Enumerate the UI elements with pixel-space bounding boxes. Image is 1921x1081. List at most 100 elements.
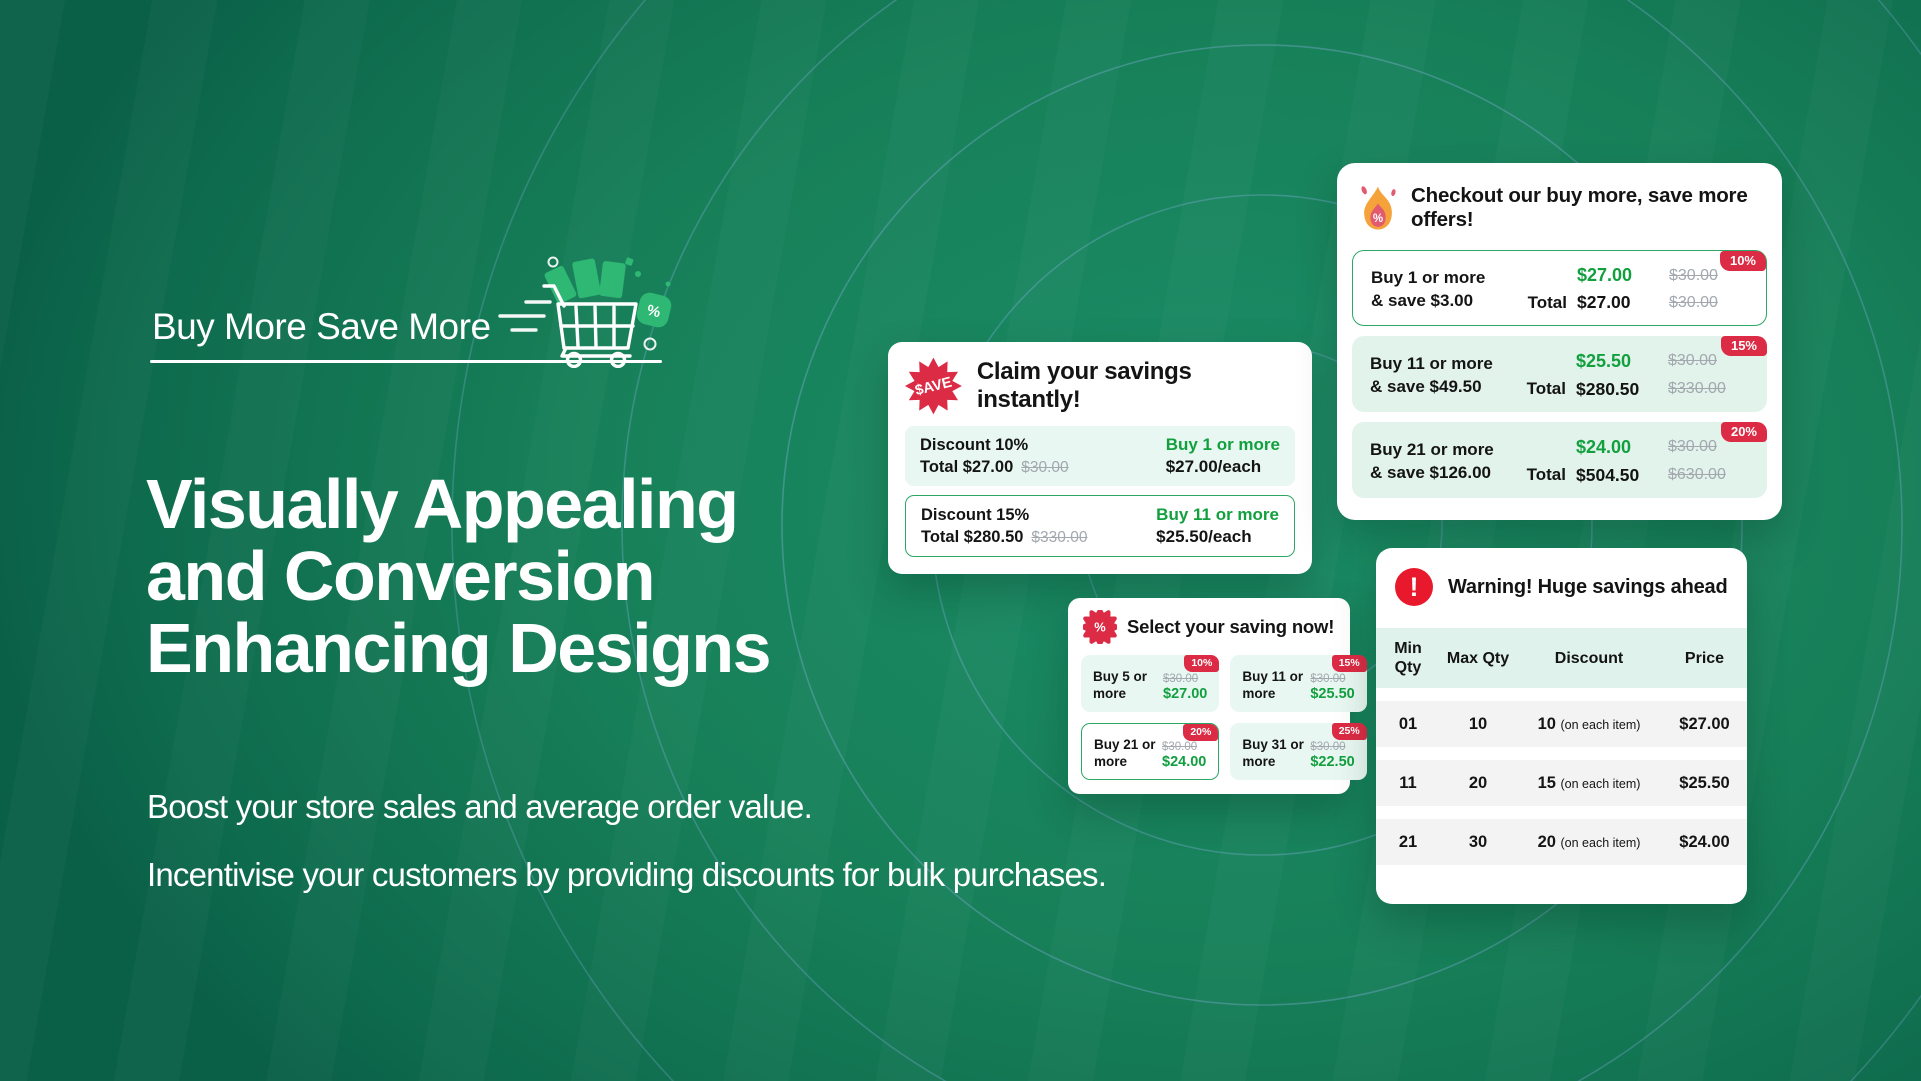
co-row1-price: $27.00 <box>1577 265 1633 285</box>
co-row1-total: $27.00 <box>1577 292 1631 312</box>
claim-offer-row-1[interactable]: Discount 10% Total $27.00 $30.00 Buy 1 or… <box>905 426 1295 486</box>
row1-discount-note: (on each item) <box>1560 717 1641 732</box>
claim-row1-total: Total $27.00 <box>920 457 1014 476</box>
select-option-4[interactable]: Buy 31 or more $30.00 $22.50 25% <box>1230 723 1367 780</box>
table-row-1: 01 10 10 (on each item) $27.00 <box>1376 701 1747 747</box>
header-discount: Discount <box>1554 649 1624 667</box>
buy-more-save-more-card: % Checkout our buy more, save more offer… <box>1337 163 1782 520</box>
select-option-1[interactable]: Buy 5 or more $30.00 $27.00 10% <box>1081 655 1220 712</box>
claim-row1-offer: Buy 1 or more <box>1165 435 1280 454</box>
checkout-offer-row-2[interactable]: Buy 11 or more & save $49.50 Total $25.50… <box>1352 336 1767 412</box>
fire-percent-icon: % <box>1361 186 1396 230</box>
co-row1-qty: Buy 1 or more <box>1371 268 1486 287</box>
sel4-discount-badge: 25% <box>1331 723 1367 740</box>
table-header-row: Min Qty Max Qty Discount Price <box>1376 628 1747 688</box>
co-row1-total-strike: $30.00 <box>1669 293 1718 311</box>
sel4-strike: $30.00 <box>1310 741 1346 753</box>
sel3-price: $24.00 <box>1162 754 1207 770</box>
hero-heading: Visually Appealing and Conversion Enhanc… <box>146 465 772 687</box>
shopping-cart-icon: % <box>498 256 672 368</box>
row1-price: $27.00 <box>1679 714 1730 733</box>
row1-min: 01 <box>1398 714 1418 733</box>
hero-heading-line-1: Visually Appealing <box>146 465 739 543</box>
warning-savings-card: ! Warning! Huge savings ahead Min Qty Ma… <box>1376 548 1747 904</box>
co-row2-price: $25.50 <box>1576 350 1632 371</box>
svg-text:%: % <box>645 302 662 322</box>
row3-price: $24.00 <box>1679 832 1730 851</box>
hero-subtext-1: Boost your store sales and average order… <box>147 788 813 825</box>
select-options-grid: Buy 5 or more $30.00 $27.00 10% Buy 11 o… <box>1081 655 1367 780</box>
warning-exclamation-icon: ! <box>1395 568 1433 606</box>
claim-row1-discount: Discount 10% <box>920 435 1029 454</box>
warning-card-title: Warning! Huge savings ahead <box>1448 575 1728 598</box>
sel2-discount-badge: 15% <box>1331 655 1367 672</box>
sel1-price: $27.00 <box>1163 686 1208 702</box>
row3-max: 30 <box>1468 832 1488 851</box>
claim-row2-total-strike: $330.00 <box>1031 528 1088 546</box>
co-row1-total-label: Total <box>1527 292 1567 312</box>
select-card-title: Select your saving now! <box>1127 616 1335 637</box>
co-row3-qty: Buy 21 or more <box>1370 440 1494 459</box>
select-saving-card: % Select your saving now! Buy 5 or more … <box>1068 598 1367 794</box>
sel1-strike: $30.00 <box>1163 673 1199 685</box>
app-logo-title: Buy More Save More <box>152 306 491 347</box>
claim-row2-discount: Discount 15% <box>921 505 1030 524</box>
claim-row1-total-strike: $30.00 <box>1021 458 1069 476</box>
claim-offer-row-2-selected[interactable]: Discount 15% Total $280.50 $330.00 Buy 11… <box>905 495 1295 557</box>
sel3-qty: Buy 21 or more <box>1094 736 1156 769</box>
co-row2-discount-badge: 15% <box>1720 336 1767 356</box>
co-row1-price-strike: $30.00 <box>1669 266 1718 284</box>
row1-discount: 10 <box>1537 714 1556 733</box>
header-price: Price <box>1684 649 1725 667</box>
select-option-3-selected[interactable]: Buy 21 or more $30.00 $24.00 20% <box>1081 723 1220 780</box>
row1-max: 10 <box>1468 714 1488 733</box>
checkout-card-header: % Checkout our buy more, save more offer… <box>1352 178 1767 236</box>
table-row-3: 21 30 20 (on each item) $24.00 <box>1376 819 1747 865</box>
claim-row1-unit-price: $27.00/each <box>1165 457 1262 476</box>
sel1-discount-badge: 10% <box>1184 655 1220 672</box>
co-row2-save: & save $49.50 <box>1370 377 1482 396</box>
co-row3-total-strike: $630.00 <box>1668 466 1726 483</box>
logo-underline <box>150 360 662 363</box>
claim-row2-offer: Buy 11 or more <box>1156 505 1279 524</box>
header-min-qty: Min Qty <box>1394 640 1422 676</box>
row2-min: 11 <box>1399 773 1417 792</box>
percent-seal-icon: % <box>1083 610 1117 644</box>
claim-row2-total: Total $280.50 <box>921 527 1024 546</box>
hero-heading-line-2: and Conversion <box>146 537 655 615</box>
discount-tiers-table: Min Qty Max Qty Discount Price 01 10 10 … <box>1376 628 1747 865</box>
select-option-2[interactable]: Buy 11 or more $30.00 $25.50 15% <box>1230 655 1367 712</box>
row3-discount: 20 <box>1537 832 1556 851</box>
co-row3-price: $24.00 <box>1576 436 1632 457</box>
sel3-strike: $30.00 <box>1162 741 1198 753</box>
sel4-qty: Buy 31 or more <box>1242 736 1304 769</box>
sel2-qty: Buy 11 or more <box>1242 668 1304 701</box>
svg-text:%: % <box>1094 620 1106 635</box>
claim-row2-unit-price: $25.50/each <box>1156 527 1252 546</box>
row3-min: 21 <box>1398 832 1418 851</box>
co-row3-price-strike: $30.00 <box>1668 438 1717 455</box>
hero-subtext-2: Incentivise your customers by providing … <box>147 856 1107 893</box>
sel4-price: $22.50 <box>1310 754 1355 770</box>
hero-heading-line-3: Enhancing Designs <box>146 609 772 687</box>
row3-discount-note: (on each item) <box>1560 835 1641 850</box>
svg-text:%: % <box>1373 213 1383 225</box>
co-row1-discount-badge: 10% <box>1719 251 1766 271</box>
checkout-offer-row-1-selected[interactable]: Buy 1 or more & save $3.00 Total $27.00 $… <box>1352 250 1767 326</box>
warning-card-header: ! Warning! Huge savings ahead <box>1376 567 1747 607</box>
co-row2-qty: Buy 11 or more <box>1370 354 1493 373</box>
co-row2-total: $280.50 <box>1576 378 1640 399</box>
select-card-header: % Select your saving now! <box>1081 610 1337 644</box>
co-row3-total-label: Total <box>1526 465 1566 484</box>
svg-text:!: ! <box>1410 572 1419 602</box>
co-row1-save: & save $3.00 <box>1371 291 1474 310</box>
checkout-offer-row-3[interactable]: Buy 21 or more & save $126.00 Total $24.0… <box>1352 422 1767 498</box>
row2-discount: 15 <box>1537 773 1556 792</box>
co-row2-total-strike: $330.00 <box>1668 380 1726 397</box>
row2-discount-note: (on each item) <box>1560 776 1641 791</box>
save-starburst-icon: $AVE <box>905 357 962 415</box>
claim-card-title: Claim your savings instantly! <box>976 358 1192 413</box>
claim-card-header: $AVE Claim your savings instantly! <box>905 357 1295 415</box>
table-row-2: 11 20 15 (on each item) $25.50 <box>1376 760 1747 806</box>
co-row3-save: & save $126.00 <box>1370 463 1491 482</box>
